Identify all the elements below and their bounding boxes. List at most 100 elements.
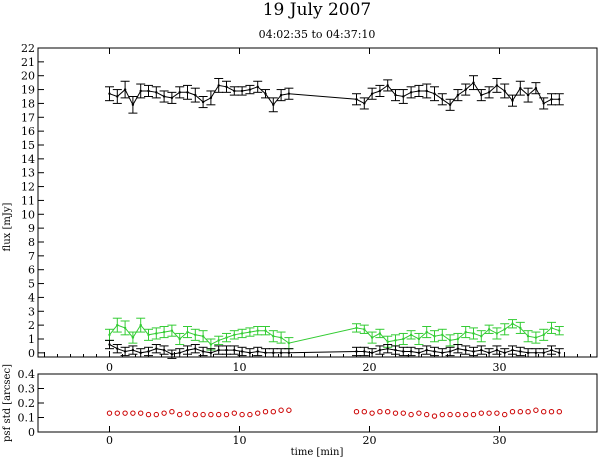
data-point bbox=[386, 84, 389, 87]
data-point bbox=[178, 91, 181, 94]
y-tick-label: 3 bbox=[28, 305, 35, 318]
psf-point bbox=[408, 411, 414, 418]
data-point bbox=[225, 336, 228, 339]
data-point bbox=[386, 347, 389, 350]
y-tick-label: 8 bbox=[28, 236, 35, 249]
data-point bbox=[131, 336, 135, 339]
data-point bbox=[233, 89, 236, 93]
series-line bbox=[109, 344, 560, 355]
y-tick-label: 6 bbox=[28, 264, 35, 277]
psf-y-tick-label: 0.4 bbox=[18, 368, 36, 381]
data-point bbox=[495, 84, 499, 87]
y-tick-label: 4 bbox=[28, 291, 35, 304]
data-point bbox=[240, 89, 244, 93]
data-point bbox=[394, 348, 397, 352]
psf-point bbox=[541, 409, 547, 415]
data-point bbox=[480, 348, 483, 352]
psf-point bbox=[153, 411, 160, 418]
psf-y-tick-label: 0.2 bbox=[18, 397, 36, 410]
x-tick-label: 0 bbox=[106, 361, 113, 374]
psf-point bbox=[494, 410, 500, 416]
psf-panel: psf std [arcsec] time [min] 00.10.20.30.… bbox=[2, 364, 598, 458]
data-point bbox=[201, 335, 205, 338]
data-point bbox=[534, 86, 538, 90]
time-xlabel: time [min] bbox=[291, 447, 344, 458]
psf-point bbox=[509, 409, 516, 415]
data-point bbox=[162, 330, 166, 334]
data-point bbox=[542, 351, 545, 355]
psf-point bbox=[122, 410, 128, 416]
psf-point bbox=[192, 411, 199, 418]
psf-point bbox=[548, 409, 555, 415]
y-tick-label: 19 bbox=[21, 84, 35, 97]
data-point bbox=[186, 330, 189, 334]
y-tick-label: 22 bbox=[21, 42, 35, 55]
data-point bbox=[402, 350, 405, 353]
psf-point bbox=[231, 410, 238, 416]
psf-point bbox=[184, 410, 191, 416]
psf-x-tick-label: 30 bbox=[493, 434, 507, 447]
data-point bbox=[272, 103, 275, 107]
psf-point bbox=[169, 409, 175, 415]
psf-point bbox=[247, 411, 253, 418]
data-point bbox=[487, 351, 491, 355]
data-point bbox=[186, 348, 189, 352]
data-point bbox=[264, 92, 267, 95]
psf-point bbox=[470, 411, 477, 418]
data-point bbox=[456, 93, 460, 97]
data-point bbox=[378, 348, 382, 352]
data-point bbox=[225, 348, 228, 352]
flux-series bbox=[105, 75, 564, 114]
psf-y-tick-label: 0.3 bbox=[18, 383, 36, 396]
data-point bbox=[139, 89, 142, 93]
data-point bbox=[279, 93, 283, 97]
data-point bbox=[256, 85, 259, 88]
data-point bbox=[248, 88, 252, 91]
data-point bbox=[534, 336, 538, 339]
data-point bbox=[201, 350, 205, 353]
data-point bbox=[363, 328, 366, 331]
y-tick-label: 15 bbox=[21, 139, 35, 152]
y-tick-label: 9 bbox=[28, 222, 35, 235]
psf-point bbox=[392, 410, 399, 416]
data-point bbox=[108, 92, 111, 95]
x-tick-label: 20 bbox=[363, 361, 377, 374]
data-point bbox=[178, 337, 181, 341]
data-point bbox=[417, 337, 421, 341]
flux-panel: flux [mJy] 01234567891011121314151617181… bbox=[2, 42, 598, 374]
data-point bbox=[526, 351, 530, 355]
data-point bbox=[511, 348, 514, 352]
series-line bbox=[109, 323, 560, 346]
data-point bbox=[147, 350, 150, 353]
data-point bbox=[287, 341, 291, 345]
data-point bbox=[108, 333, 111, 337]
data-point bbox=[155, 91, 158, 94]
data-point bbox=[240, 350, 244, 353]
flux-ylabel: flux [mJy] bbox=[2, 202, 13, 251]
psf-point bbox=[216, 411, 222, 418]
data-point bbox=[409, 350, 413, 353]
y-tick-label: 1 bbox=[28, 333, 35, 346]
data-point bbox=[155, 332, 158, 335]
data-point bbox=[370, 351, 374, 355]
psf-x-tick-label: 0 bbox=[106, 434, 113, 447]
psf-y-tick-label: 0.1 bbox=[18, 412, 36, 425]
psf-point bbox=[486, 410, 492, 416]
data-point bbox=[147, 89, 150, 93]
y-tick-label: 14 bbox=[21, 153, 35, 166]
psf-point bbox=[177, 411, 183, 418]
data-point bbox=[116, 323, 119, 327]
data-point bbox=[272, 351, 275, 355]
data-point bbox=[363, 350, 366, 353]
data-point bbox=[542, 102, 545, 105]
data-point bbox=[355, 326, 358, 330]
psf-point bbox=[208, 411, 214, 418]
series-line bbox=[109, 81, 560, 106]
data-point bbox=[155, 347, 158, 350]
data-point bbox=[472, 332, 475, 335]
data-point bbox=[123, 326, 127, 330]
data-point bbox=[116, 347, 119, 350]
psf-point bbox=[223, 411, 230, 418]
psf-point bbox=[369, 410, 375, 416]
